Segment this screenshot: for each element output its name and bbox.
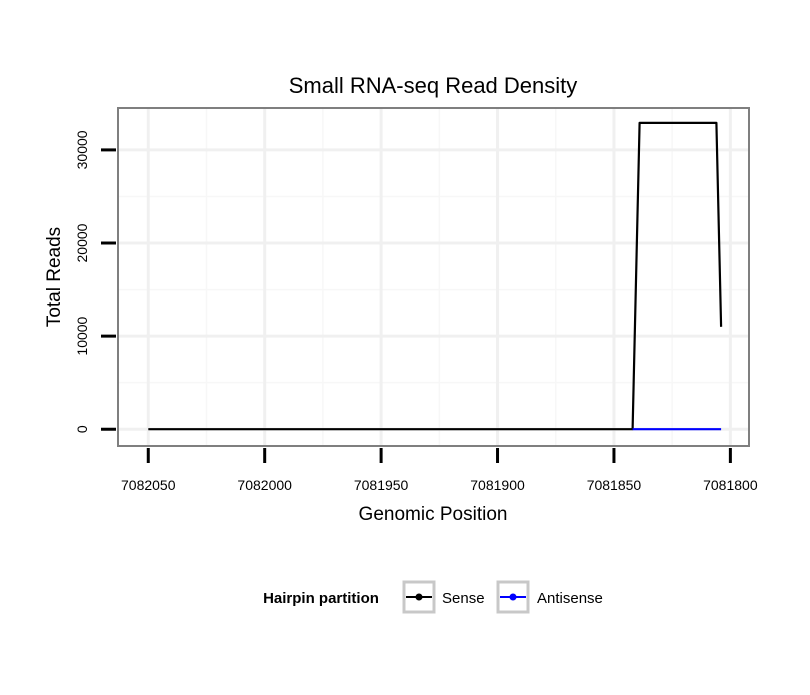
legend-title: Hairpin partition — [263, 590, 379, 607]
y-tick-label: 10000 — [74, 316, 90, 355]
legend-label-sense: Sense — [442, 590, 485, 607]
grid-lines — [118, 108, 749, 446]
chart-title: Small RNA-seq Read Density — [289, 73, 578, 98]
legend: Hairpin partition Sense Antisense — [263, 580, 603, 614]
x-tick-label: 7081850 — [587, 477, 642, 493]
y-axis-title: Total Reads — [44, 227, 65, 327]
x-tick-label: 7081950 — [354, 477, 409, 493]
legend-item-antisense: Antisense — [496, 580, 603, 614]
legend-label-antisense: Antisense — [537, 590, 603, 607]
series-lines — [148, 121, 723, 431]
y-tick-label: 20000 — [74, 223, 90, 262]
x-tick-label: 7082050 — [121, 477, 176, 493]
x-axis-title: Genomic Position — [359, 504, 508, 525]
x-tick-label: 7082000 — [237, 477, 292, 493]
plot-background — [118, 108, 749, 446]
y-axis: 0 10000 20000 30000 — [74, 130, 116, 433]
y-tick-label: 0 — [74, 425, 90, 433]
y-tick-label: 30000 — [74, 130, 90, 169]
x-tick-label: 7081800 — [703, 477, 758, 493]
x-axis: 7082050 7082000 7081950 7081900 7081850 70818… — [121, 448, 758, 493]
x-tick-label: 7081900 — [470, 477, 525, 493]
legend-key-point-antisense — [509, 593, 517, 601]
legend-key-point-sense — [415, 593, 423, 601]
plot-border — [117, 107, 750, 447]
plot-panel — [117, 107, 750, 447]
legend-item-sense: Sense — [402, 580, 485, 614]
series-line-sense — [148, 121, 723, 431]
